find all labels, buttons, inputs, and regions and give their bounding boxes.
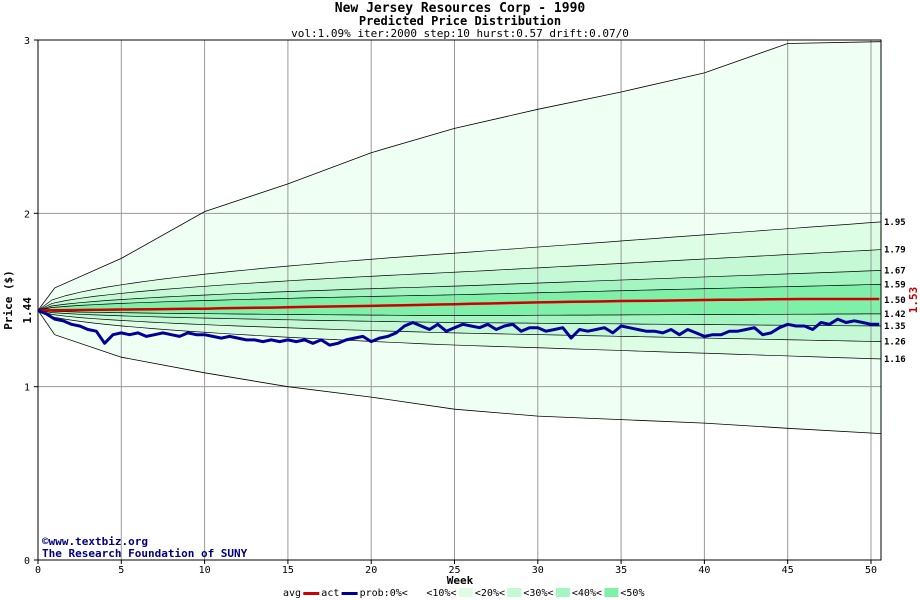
- y-tick-label: 3: [24, 36, 30, 47]
- legend-swatch-band: [555, 588, 570, 597]
- band-end-label: 1.79: [884, 246, 906, 256]
- series-line-avg: [37, 297, 880, 312]
- legend-label: avg: [283, 588, 301, 599]
- band-end-label: 1.16: [884, 355, 906, 365]
- x-tick-label: 0: [35, 565, 41, 576]
- quantile-line: [37, 310, 881, 316]
- quantile-line: [37, 270, 881, 311]
- legend-label: <50%: [620, 588, 644, 599]
- x-tick-label: 20: [365, 565, 377, 576]
- start-price-label: 1.44: [21, 297, 34, 324]
- envelope-upper-line: [37, 41, 881, 311]
- envelope-lower-line: [37, 310, 881, 434]
- x-tick-label: 5: [118, 565, 124, 576]
- band-end-label: 1.95: [884, 218, 906, 228]
- legend-label: act: [321, 588, 339, 599]
- x-tick-label: 15: [282, 565, 294, 576]
- band-end-label: 1.67: [884, 267, 906, 277]
- legend-label: <40%<: [572, 588, 602, 599]
- actual-end-label: 1.53: [907, 287, 920, 314]
- chart-subtitle: Predicted Price Distribution: [359, 14, 561, 28]
- legend-label: <30%<: [523, 588, 553, 599]
- plot-frame: [37, 39, 882, 561]
- credit-line-2: The Research Foundation of SUNY: [42, 547, 248, 560]
- band-end-label: 1.59: [884, 280, 906, 290]
- legend-label: <10%<: [426, 588, 456, 599]
- band-end-label: 1.50: [884, 296, 906, 306]
- x-tick-label: 25: [448, 565, 460, 576]
- quantile-line: [37, 310, 881, 360]
- x-tick-label: 30: [532, 565, 544, 576]
- x-tick-label: 50: [865, 565, 877, 576]
- legend-swatch-band: [507, 588, 522, 597]
- series-line-act: [37, 309, 880, 347]
- x-tick-label: 45: [782, 565, 794, 576]
- quantile-line: [37, 221, 881, 311]
- credit-line-1: ©www.textbiz.org: [42, 535, 148, 548]
- legend-label: <20%<: [475, 588, 505, 599]
- band-end-label: 1.35: [884, 322, 906, 332]
- x-tick-label: 35: [615, 565, 627, 576]
- quantile-line: [37, 249, 881, 311]
- legend-swatch-avg: [303, 592, 320, 595]
- y-tick-label: 2: [24, 209, 30, 220]
- chart-params: vol:1.09% iter:2000 step:10 hurst:0.57 d…: [291, 27, 629, 40]
- legend-swatch-act: [341, 592, 358, 595]
- quantile-line: [37, 310, 881, 342]
- x-axis-label: Week: [447, 574, 474, 587]
- legend-swatch-band: [410, 588, 425, 597]
- quantile-line: [37, 284, 881, 311]
- quantile-line: [37, 310, 881, 327]
- x-tick-label: 40: [698, 565, 710, 576]
- legend-swatch-band: [604, 588, 619, 597]
- y-tick-label: 1: [24, 383, 30, 394]
- chart-title: New Jersey Resources Corp - 1990: [335, 1, 586, 16]
- legend-swatch-band: [458, 588, 473, 597]
- x-tick-label: 10: [199, 565, 211, 576]
- y-tick-label: 0: [24, 556, 30, 567]
- band-end-label: 1.42: [884, 310, 906, 320]
- y-axis-label: Price ($): [2, 270, 15, 330]
- legend-label: prob:0%<: [360, 588, 408, 599]
- band-end-label: 1.26: [884, 338, 906, 348]
